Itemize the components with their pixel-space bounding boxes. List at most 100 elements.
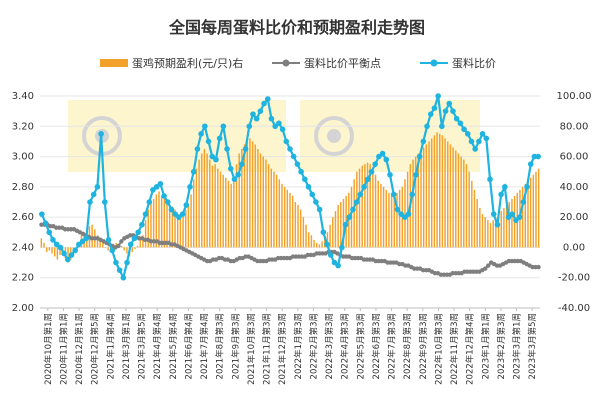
- ratio-point: [490, 211, 497, 217]
- ratio-point: [139, 221, 145, 228]
- profit-bar: [171, 206, 174, 248]
- ratio-point: [505, 214, 512, 220]
- y-left-tick-label: 2.40: [12, 242, 34, 253]
- profit-bar: [166, 202, 168, 248]
- profit-bar: [487, 220, 489, 248]
- profit-bar: [142, 235, 144, 248]
- ratio-point: [153, 184, 160, 190]
- profit-bar: [273, 171, 275, 248]
- ratio-point: [413, 171, 419, 178]
- x-tick-label: 2022年5月第3周: [355, 313, 366, 379]
- x-tick-label: 2023年3月第5周: [527, 313, 538, 379]
- ratio-point: [202, 123, 208, 130]
- profit-bar: [465, 164, 468, 248]
- ratio-point: [42, 220, 49, 226]
- profit-bar: [473, 189, 476, 248]
- profit-bar: [468, 171, 470, 248]
- ratio-point: [61, 250, 67, 257]
- profit-bar: [235, 164, 238, 248]
- ratio-point: [168, 206, 175, 213]
- profit-bar: [414, 156, 417, 248]
- profit-bar: [246, 141, 248, 248]
- profit-bar: [126, 247, 128, 254]
- ratio-point: [224, 146, 230, 152]
- profit-bar: [449, 144, 452, 248]
- profit-bar: [104, 247, 107, 248]
- x-tick-label: 2021年3月第5周: [137, 313, 148, 379]
- profit-bar: [396, 192, 398, 248]
- ratio-point: [464, 131, 471, 137]
- ratio-point: [90, 191, 97, 198]
- profit-bar: [158, 191, 160, 248]
- profit-bar: [444, 138, 446, 248]
- balance-point: [119, 239, 124, 244]
- profit-bar: [40, 238, 43, 248]
- profit-bar: [96, 235, 99, 248]
- legend-item-1: 蛋鸡预期盈利(元/只)右: [100, 56, 243, 70]
- ratio-point: [302, 176, 308, 183]
- ratio-point: [64, 256, 71, 263]
- ratio-point: [394, 206, 401, 213]
- profit-bar: [219, 171, 222, 248]
- profit-bar: [155, 194, 158, 248]
- profit-bar: [265, 159, 267, 248]
- profit-bar: [107, 247, 109, 251]
- y-left-tick-label: 3.00: [12, 152, 34, 163]
- profit-bar: [382, 186, 385, 248]
- profit-bar: [254, 144, 256, 248]
- ratio-point: [498, 191, 504, 198]
- profit-bar: [222, 174, 224, 248]
- ratio-point: [235, 171, 241, 178]
- profit-bar: [160, 195, 163, 248]
- profit-bar: [307, 232, 310, 248]
- profit-bar: [361, 165, 363, 248]
- profit-bar: [209, 159, 211, 248]
- ratio-point: [187, 184, 193, 190]
- ratio-point: [279, 126, 286, 133]
- profit-bar: [214, 164, 216, 248]
- profit-bar: [471, 180, 473, 248]
- profit-bar: [198, 159, 200, 248]
- profit-bar: [481, 214, 484, 248]
- x-tick-label: 2023年3月第1周: [512, 313, 523, 379]
- ratio-point: [346, 214, 353, 220]
- ratio-point: [494, 221, 501, 228]
- ratio-point: [72, 247, 78, 254]
- ratio-point: [239, 161, 245, 167]
- y-left-tick-label: 2.60: [12, 212, 34, 223]
- profit-bar: [195, 168, 198, 248]
- profit-bar: [310, 235, 313, 248]
- ratio-point: [116, 267, 123, 273]
- x-tick-label: 2020年12月第5周: [90, 313, 101, 385]
- profit-bar: [45, 247, 48, 252]
- ratio-point: [364, 176, 371, 183]
- profit-bar: [380, 183, 382, 248]
- profit-bar: [364, 164, 366, 248]
- profit-bar: [163, 198, 166, 248]
- x-tick-label: 2021年6月第4周: [183, 313, 194, 379]
- balance-point: [536, 264, 541, 270]
- profit-bar: [535, 171, 537, 248]
- profit-bar: [184, 209, 187, 248]
- ratio-point: [113, 259, 119, 266]
- ratio-point: [342, 221, 349, 228]
- profit-bar: [527, 180, 529, 248]
- profit-bar: [385, 189, 387, 248]
- balance-point: [116, 243, 121, 249]
- ratio-point: [483, 135, 490, 142]
- y-right-tick-label: -40.00: [558, 303, 590, 314]
- ratio-point: [427, 111, 434, 117]
- ratio-point: [513, 217, 519, 223]
- balance-point: [483, 266, 488, 271]
- legend-label: 蛋料比价平衡点: [304, 56, 381, 70]
- legend-swatch: [100, 59, 128, 67]
- profit-bar: [48, 247, 51, 251]
- ratio-point: [179, 211, 186, 217]
- x-tick-label: 2022年2月第3周: [308, 313, 319, 379]
- ratio-point: [276, 120, 282, 127]
- profit-bar: [190, 194, 192, 248]
- profit-bar: [479, 208, 481, 248]
- x-tick-label: 2022年9月第3周: [418, 313, 429, 379]
